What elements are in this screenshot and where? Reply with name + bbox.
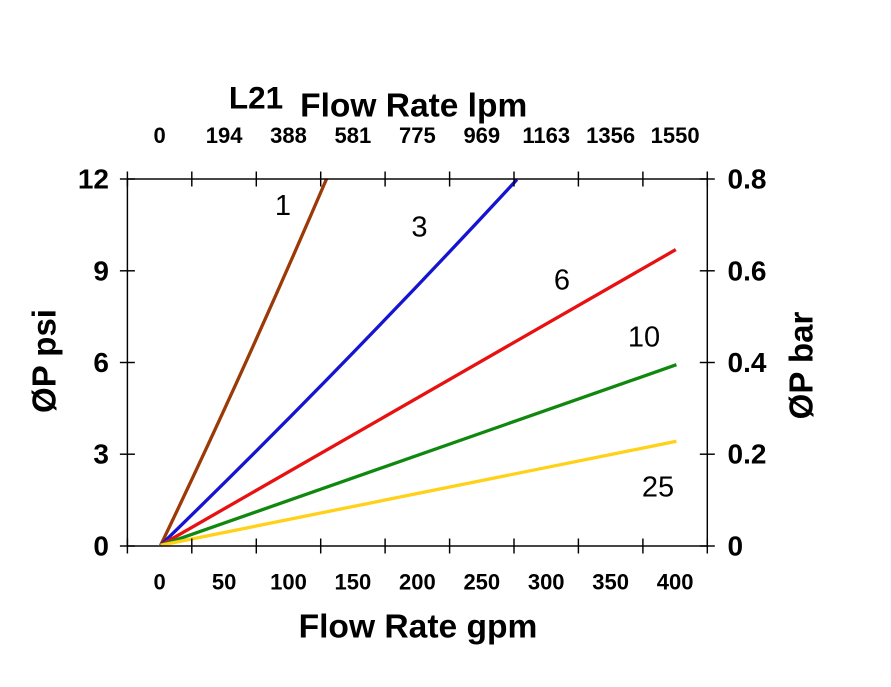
svg-text:0: 0 — [93, 531, 109, 562]
svg-text:Flow Rate gpm: Flow Rate gpm — [299, 608, 538, 645]
svg-text:388: 388 — [270, 123, 307, 148]
svg-text:0: 0 — [153, 570, 165, 595]
svg-text:50: 50 — [212, 570, 236, 595]
svg-text:0.6: 0.6 — [728, 255, 767, 286]
svg-text:3: 3 — [93, 439, 109, 470]
svg-text:3: 3 — [411, 212, 427, 244]
svg-text:25: 25 — [642, 471, 674, 503]
svg-text:1356: 1356 — [586, 123, 635, 148]
svg-text:0.2: 0.2 — [728, 439, 767, 470]
svg-text:0: 0 — [153, 123, 165, 148]
svg-text:12: 12 — [78, 164, 109, 195]
svg-text:200: 200 — [399, 570, 436, 595]
svg-text:0.4: 0.4 — [728, 347, 767, 378]
svg-text:581: 581 — [335, 123, 372, 148]
svg-text:350: 350 — [592, 570, 629, 595]
svg-text:400: 400 — [657, 570, 694, 595]
svg-text:300: 300 — [528, 570, 565, 595]
svg-text:1163: 1163 — [522, 123, 570, 148]
svg-text:250: 250 — [463, 570, 500, 595]
svg-text:L21: L21 — [229, 79, 283, 115]
svg-text:6: 6 — [554, 265, 570, 297]
svg-text:9: 9 — [93, 255, 109, 286]
svg-text:6: 6 — [93, 347, 109, 378]
svg-text:ØP bar: ØP bar — [783, 312, 820, 420]
svg-text:150: 150 — [335, 570, 372, 595]
svg-text:0.8: 0.8 — [728, 164, 767, 195]
svg-text:1: 1 — [275, 190, 291, 222]
svg-text:969: 969 — [463, 123, 500, 148]
svg-text:ØP psi: ØP psi — [26, 309, 63, 413]
svg-text:0: 0 — [728, 531, 744, 562]
svg-text:194: 194 — [206, 123, 243, 148]
svg-text:100: 100 — [270, 570, 307, 595]
svg-text:1550: 1550 — [651, 123, 700, 148]
svg-text:775: 775 — [399, 123, 436, 148]
svg-text:Flow Rate lpm: Flow Rate lpm — [300, 88, 527, 125]
svg-text:10: 10 — [628, 321, 660, 353]
